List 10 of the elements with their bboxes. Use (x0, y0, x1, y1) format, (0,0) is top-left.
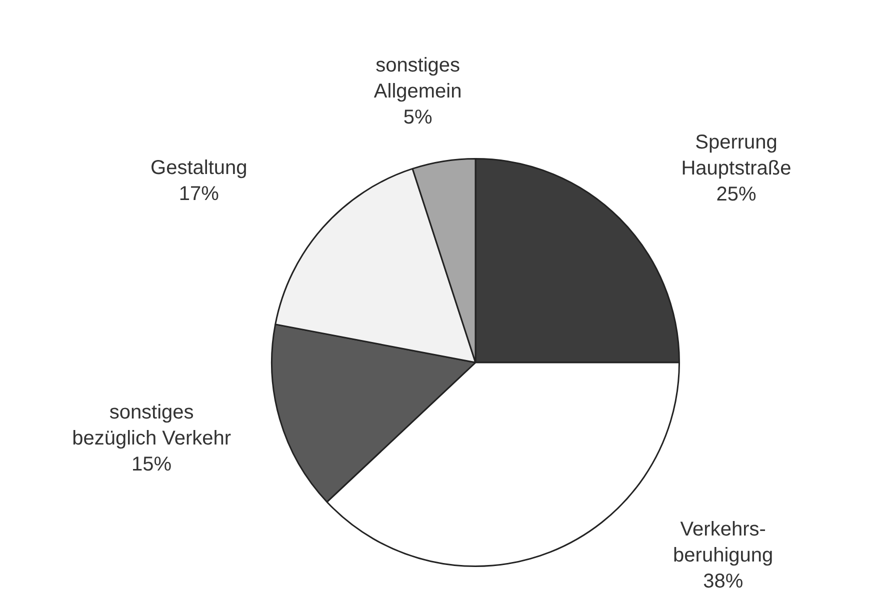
slice-label: Gestaltung (150, 156, 248, 179)
slice-label: Verkehrs- beruhigung (673, 518, 774, 567)
data-label: 15% (132, 453, 172, 476)
slice-label: Sperrung Hauptstraße (681, 131, 792, 180)
slice-label: sonstiges Allgemein (374, 54, 462, 103)
data-label: 5% (403, 106, 432, 129)
data-label: 38% (703, 570, 744, 593)
slice-label: sonstiges bezüglich Verkehr (72, 401, 232, 450)
data-label: 25% (716, 183, 756, 206)
data-label: 17% (178, 182, 220, 205)
